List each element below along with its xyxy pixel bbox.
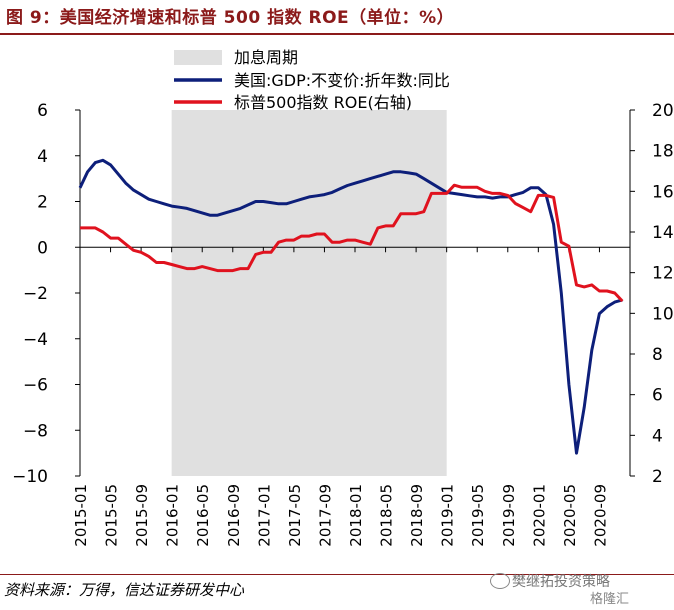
y-right-tick-label: 4 [652, 426, 663, 446]
y-left-tick-label: −2 [23, 284, 48, 304]
y-right-tick-label: 6 [652, 386, 663, 406]
series-line-2 [80, 183, 624, 303]
x-tick-label: 2019-01 [439, 484, 457, 547]
x-tick-label: 2017-09 [316, 484, 334, 547]
y-right-tick-label: 10 [652, 304, 674, 324]
y-left-tick-label: 2 [37, 193, 48, 213]
watermark-secondary: 格隆汇 [590, 592, 630, 607]
legend-label-2: 标普500指数 ROE(右轴) [234, 93, 412, 112]
title-rule [0, 33, 674, 35]
y-right-tick-label: 20 [652, 101, 674, 121]
y-left-tick-label: −4 [23, 330, 48, 350]
x-tick-label: 2015-09 [133, 484, 151, 547]
y-left-tick-label: 4 [37, 147, 48, 167]
series-line-1 [78, 158, 623, 455]
x-tick-label: 2016-05 [194, 484, 212, 547]
y-right-tick-label: 16 [652, 182, 674, 202]
x-tick-label: 2020-05 [561, 484, 579, 547]
y-left-tick-label: 0 [37, 238, 48, 258]
y-right-tick-label: 14 [652, 223, 674, 243]
chart: −10 −8 −6 −4 −2 0 2 4 6 2 4 6 8 10 12 14 16 18 20 2015-01 20… [12, 48, 674, 547]
y-right-tick-label: 2 [652, 467, 663, 487]
figure-title: 图 9：美国经济增速和标普 500 指数 ROE（单位：%） [6, 8, 455, 28]
x-tick-label: 2020-01 [530, 484, 548, 547]
x-tick-label: 2019-09 [500, 484, 518, 547]
watermark-label: 樊继拓投资策略 [512, 574, 610, 590]
y-right-tick-label: 12 [652, 264, 674, 284]
x-tick-label: 2018-09 [408, 484, 426, 547]
x-tick-label: 2018-01 [347, 484, 365, 547]
x-tick-label: 2015-05 [103, 484, 121, 547]
x-tick-label: 2016-01 [164, 484, 182, 547]
y-left-tick-label: −6 [23, 376, 48, 396]
legend-label-shade: 加息周期 [234, 48, 298, 67]
legend-swatch-shade [174, 50, 222, 65]
watermark-text: 樊继拓投资策略 [490, 571, 610, 591]
x-tick-label: 2016-09 [225, 484, 243, 547]
bottom-rule [0, 574, 674, 575]
legend-label-1: 美国:GDP:不变价:折年数:同比 [234, 71, 450, 90]
wechat-icon [490, 573, 510, 589]
x-tick-label: 2020-09 [591, 484, 609, 547]
x-tick-label: 2015-01 [72, 484, 90, 547]
y-left-tick-label: 6 [37, 101, 48, 121]
y-right-tick-label: 8 [652, 345, 663, 365]
x-tick-label: 2019-05 [469, 484, 487, 547]
y-left-tick-label: −8 [23, 421, 48, 441]
y-left-tick-label: −10 [12, 467, 48, 487]
source-note: 资料来源：万得，信达证券研发中心 [4, 581, 245, 599]
shaded-region [171, 110, 447, 476]
x-tick-label: 2017-01 [255, 484, 273, 547]
y-right-tick-label: 18 [652, 142, 674, 162]
x-tick-label: 2018-05 [378, 484, 396, 547]
x-tick-label: 2017-05 [286, 484, 304, 547]
